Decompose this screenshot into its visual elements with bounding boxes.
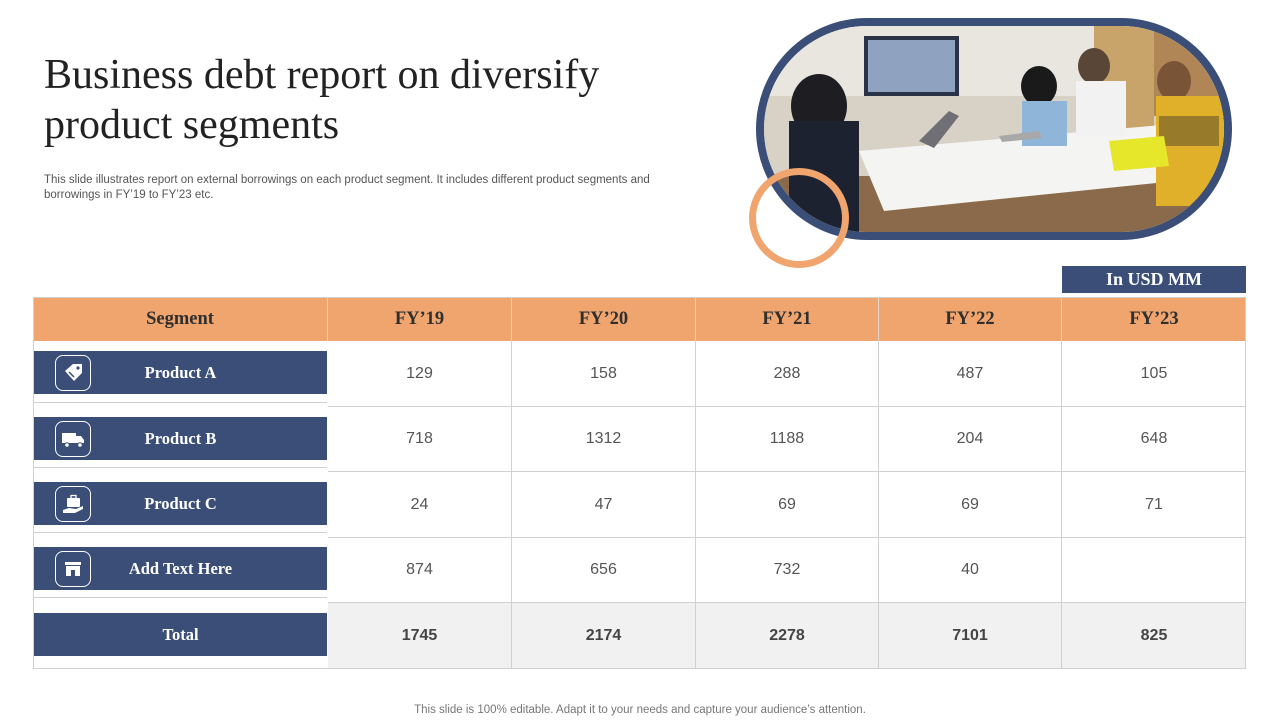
segment-label: Add Text Here (128, 558, 233, 578)
header-fy19: FY’19 (328, 297, 512, 341)
header-segment: Segment (33, 297, 328, 341)
segment-product-a: Product A (34, 351, 327, 394)
segment-product-c: Product C (34, 482, 327, 525)
segment-total: Total (34, 613, 327, 656)
decorative-ring (749, 168, 849, 268)
segment-label: Product B (144, 428, 217, 448)
table-cell: 158 (512, 341, 696, 407)
table-cell: 40 (879, 538, 1062, 603)
table-cell: 24 (328, 472, 512, 538)
table-cell: 105 (1062, 341, 1246, 407)
table-cell: 874 (328, 538, 512, 603)
table-cell: 204 (879, 407, 1062, 472)
segment-add-text: Add Text Here (34, 547, 327, 590)
header-fy22: FY’22 (879, 297, 1062, 341)
table-cell: 732 (696, 538, 879, 603)
total-cell: 2174 (512, 603, 696, 669)
segment-label: Product C (144, 493, 217, 513)
total-cell: 2278 (696, 603, 879, 669)
debt-table: Segment FY’19 FY’20 FY’21 FY’22 FY’23 Pr… (33, 297, 1246, 669)
price-tag-icon (55, 355, 91, 391)
segment-product-b: Product B (34, 417, 327, 460)
table-cell: 69 (696, 472, 879, 538)
table-cell: 129 (328, 341, 512, 407)
storefront-icon (55, 551, 91, 587)
header-fy23: FY’23 (1062, 297, 1246, 341)
table-cell: 648 (1062, 407, 1246, 472)
unit-label: In USD MM (1062, 266, 1246, 293)
table-cell: 71 (1062, 472, 1246, 538)
table-cell: 1188 (696, 407, 879, 472)
table-cell: 487 (879, 341, 1062, 407)
total-cell: 7101 (879, 603, 1062, 669)
briefcase-hand-icon (55, 486, 91, 522)
table-cell: 288 (696, 341, 879, 407)
total-cell: 825 (1062, 603, 1246, 669)
header-fy20: FY’20 (512, 297, 696, 341)
delivery-truck-icon (55, 421, 91, 457)
slide-footer: This slide is 100% editable. Adapt it to… (414, 704, 866, 716)
total-cell: 1745 (328, 603, 512, 669)
table-cell: 47 (512, 472, 696, 538)
slide-subtitle: This slide illustrates report on externa… (44, 174, 650, 201)
header-fy21: FY’21 (696, 297, 879, 341)
segment-label: Product A (144, 362, 217, 382)
slide-title: Business debt report on diversify produc… (44, 52, 600, 148)
table-cell: 656 (512, 538, 696, 603)
table-cell: 1312 (512, 407, 696, 472)
table-cell: 718 (328, 407, 512, 472)
table-cell: 69 (879, 472, 1062, 538)
table-cell (1062, 538, 1246, 603)
